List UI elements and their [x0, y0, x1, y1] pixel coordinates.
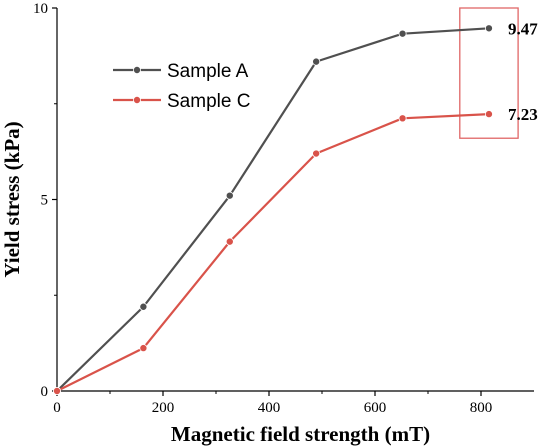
data-point — [53, 386, 62, 395]
x-tick-label: 200 — [152, 400, 175, 416]
data-point — [312, 149, 321, 158]
series-layer — [53, 24, 493, 395]
axes — [56, 8, 534, 392]
series-sample-c — [53, 110, 493, 395]
x-tick-label: 400 — [258, 400, 281, 416]
legend-marker — [132, 96, 141, 105]
y-tick-label: 0 — [41, 384, 49, 400]
highlight-box — [459, 7, 519, 139]
series-line — [56, 112, 490, 392]
y-axis-title: Yield stress (kPa) — [0, 121, 24, 277]
legend-label: Sample C — [167, 91, 250, 112]
y-ticks: 0 5 10 — [33, 1, 57, 400]
data-point — [398, 29, 407, 38]
value-annotation: 9.47 — [508, 19, 538, 38]
annotation-layer: 9.47 7.23 — [508, 19, 538, 124]
data-point — [484, 110, 493, 119]
x-ticks: 0 200 400 600 800 — [53, 391, 492, 416]
x-tick-label: 600 — [364, 400, 387, 416]
data-point — [225, 237, 234, 246]
legend-marker — [132, 66, 141, 75]
data-point — [398, 114, 407, 123]
data-point — [139, 302, 148, 311]
legend-label: Sample A — [167, 61, 249, 82]
x-axis-title: Magnetic field strength (mT) — [171, 422, 430, 446]
y-tick-label: 10 — [33, 1, 48, 17]
data-point — [312, 57, 321, 66]
data-point — [484, 24, 493, 33]
value-annotation: 7.23 — [508, 105, 538, 124]
series-line — [56, 27, 490, 392]
legend: Sample A Sample C — [113, 61, 250, 112]
y-tick-label: 5 — [41, 193, 49, 209]
data-point — [139, 344, 148, 353]
data-point — [225, 191, 234, 200]
series-sample-a — [53, 24, 493, 395]
x-tick-label: 800 — [470, 400, 493, 416]
x-tick-label: 0 — [53, 400, 61, 416]
